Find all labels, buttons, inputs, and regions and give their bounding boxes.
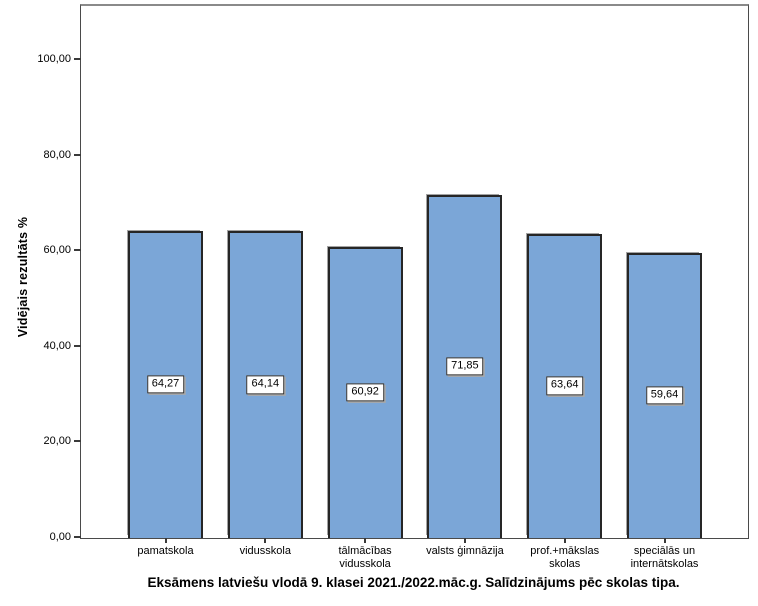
x-tick-mark xyxy=(364,538,367,543)
y-axis-title: Vidējais rezultāts % xyxy=(16,216,30,338)
y-tick-mark xyxy=(74,249,81,252)
x-category-label: pamatskola xyxy=(137,545,194,557)
y-tick-mark xyxy=(74,153,81,156)
bar-2: 64,14 xyxy=(227,231,303,538)
bar-6: 59,64 xyxy=(627,252,702,538)
x-tick-mark xyxy=(463,538,466,543)
y-tick-mark xyxy=(74,344,81,347)
bar-1: 64,27 xyxy=(128,230,203,538)
y-tick-mark xyxy=(74,58,81,60)
bar-5: 63,64 xyxy=(527,233,603,538)
y-tick-label: 80,00 xyxy=(43,148,71,161)
x-tick-mark xyxy=(663,538,666,543)
x-category-label: valsts ģimnāzija xyxy=(426,545,504,557)
y-tick-label: 40,00 xyxy=(43,339,71,352)
x-tick-mark xyxy=(164,538,167,543)
y-tick-label: 20,00 xyxy=(43,435,71,448)
bar-3: 60,92 xyxy=(327,246,403,538)
bar-value-label: 64,14 xyxy=(246,375,285,395)
bar-value-label: 60,92 xyxy=(346,383,384,402)
y-tick-label: 100,00 xyxy=(37,53,71,65)
x-category-label: vidusskola xyxy=(239,545,291,557)
chart-title: Eksāmens latviešu vlodā 9. klasei 2021./… xyxy=(147,575,680,590)
x-tick-mark xyxy=(563,538,566,543)
bar-4: 71,85 xyxy=(427,194,503,538)
bar-value-label: 64,27 xyxy=(146,375,185,394)
bar-value-label: 71,85 xyxy=(446,356,484,376)
x-category-label: speciālās un internātskolas xyxy=(630,545,699,571)
x-category-label: tālmācības vidusskola xyxy=(338,545,392,571)
plot-area: 64,27 64,14 60,92 71,85 63,64 59,64 xyxy=(80,4,749,539)
y-tick-mark xyxy=(74,440,81,443)
bar-value-label: 59,64 xyxy=(645,386,684,405)
x-tick-mark xyxy=(264,538,267,543)
x-category-label: prof.+mākslas skolas xyxy=(530,545,600,571)
y-tick-mark xyxy=(74,536,81,538)
bar-value-label: 63,64 xyxy=(545,376,584,396)
y-tick-label: 60,00 xyxy=(43,244,71,257)
y-tick-label: 0,00 xyxy=(49,531,71,543)
